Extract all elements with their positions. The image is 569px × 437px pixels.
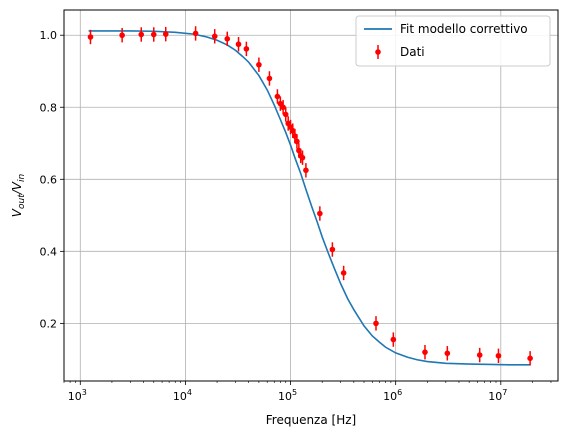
data-point [299,150,306,165]
data-point [235,37,242,52]
data-marker [476,352,483,358]
data-point [476,347,483,363]
data-marker [192,30,199,37]
y-tick-label: 0.4 [40,245,58,258]
y-tick-label: 0.6 [40,173,58,186]
data-point [329,242,336,257]
y-axis-label-den-subscript: in [17,173,27,182]
y-axis-label: Vout/Vin [10,173,27,217]
data-point [444,346,451,361]
data-point [266,71,273,86]
data-marker [243,46,250,52]
data-point [138,27,145,42]
y-axis: 0.2 0.4 0.6 0.8 1.0 [40,29,64,330]
data-point [422,344,428,360]
legend: Fit modello correttivo Dati [355,15,551,67]
data-marker [329,246,336,253]
y-axis-label-slash: /V [10,181,24,195]
data-marker [299,154,306,161]
data-marker [373,320,379,327]
data-point [294,134,300,149]
data-marker [266,75,273,82]
data-marker [256,61,262,68]
data-marker [150,31,157,38]
y-tick-label: 0.2 [40,317,58,330]
data-point [274,89,281,104]
data-marker [224,36,231,42]
data-marker [294,138,300,145]
x-tick-label: 107 [488,388,507,403]
data-point [87,29,94,45]
y-tick-label: 0.8 [40,101,58,114]
data-point [303,163,309,178]
data-point [373,316,379,331]
data-marker [390,336,397,343]
data-point [243,41,250,57]
data-point [211,29,218,44]
y-axis-label-v: V [10,208,24,217]
data-marker [280,104,286,111]
data-marker [303,167,309,174]
data-point [340,265,347,281]
data-point [280,100,286,115]
data-point [317,206,323,221]
data-marker [340,270,347,276]
data-marker [87,34,94,40]
data-marker [495,352,502,359]
legend-marker-swatch [375,49,381,55]
x-axis: 103 104 105 106 107 [63,381,552,403]
axes-frame [63,9,559,382]
x-tick-label: 105 [278,388,297,403]
data-point [527,351,533,366]
data-marker [527,355,533,362]
axes-background [64,10,558,381]
data-marker [422,349,428,355]
y-tick-label: 1.0 [40,29,58,42]
data-marker [444,350,451,357]
x-tick-label: 104 [173,388,192,403]
data-point [119,28,125,43]
legend-label-data: Dati [400,45,425,59]
data-marker [317,210,323,217]
data-point [192,26,199,41]
data-marker [138,31,145,38]
x-tick-label: 103 [68,388,87,403]
x-tick-label: 106 [383,388,402,403]
grid [64,10,558,381]
y-axis-label-num-subscript: out [17,194,27,209]
data-point [162,26,169,42]
data-marker [211,33,218,40]
data-marker [162,31,169,37]
data-point [224,31,231,47]
data-series [87,26,533,366]
legend-box [355,15,551,67]
data-point [150,27,157,42]
x-axis-label: Frequenza [Hz] [266,413,356,427]
data-marker [274,93,281,100]
data-marker [119,32,125,39]
data-marker [235,41,242,48]
data-point [282,107,289,122]
legend-label-fit: Fit modello correttivo [400,22,528,36]
data-marker [282,111,289,118]
plot-area: 103 104 105 106 107 0.2 0.4 0.6 0.8 1.0 [40,9,559,403]
data-point [256,57,262,72]
data-point [495,348,502,363]
data-point [390,332,397,347]
